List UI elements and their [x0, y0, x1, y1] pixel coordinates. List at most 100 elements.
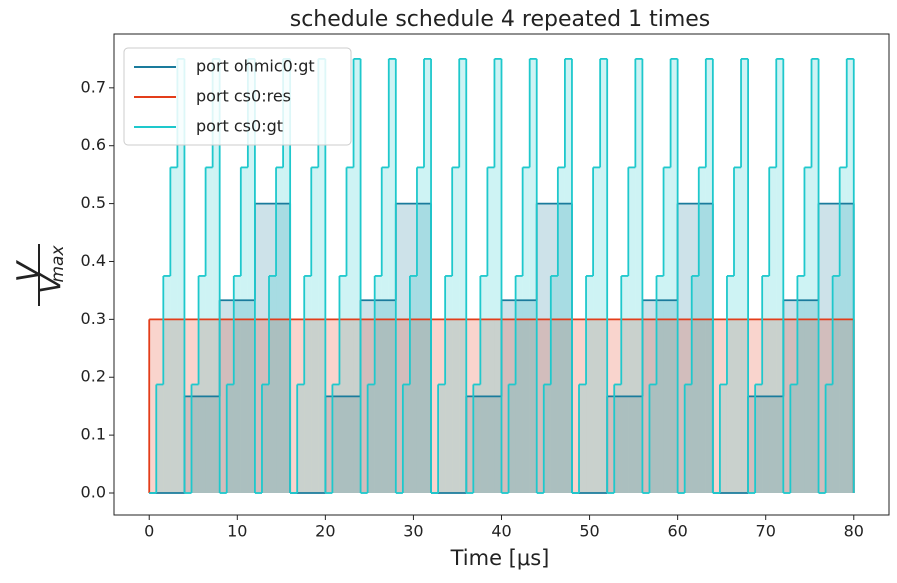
- area-segment: [381, 167, 389, 494]
- area-segment: [649, 384, 657, 494]
- y-tick-label: 0.7: [81, 77, 106, 96]
- area-segment: [261, 384, 269, 494]
- area-segment: [550, 275, 558, 494]
- area-segment: [586, 275, 594, 494]
- area-segment: [501, 300, 537, 494]
- area-segment: [536, 203, 572, 494]
- area-segment: [445, 275, 453, 494]
- y-tick-label: 0.6: [81, 135, 106, 154]
- series-fill: [156, 58, 854, 494]
- area-segment: [170, 167, 178, 494]
- area-segment: [579, 384, 587, 494]
- area-segment: [670, 58, 678, 494]
- y-label-subscript: max: [48, 245, 68, 283]
- y-tick-label: 0.1: [81, 425, 106, 444]
- area-segment: [691, 275, 699, 494]
- area-segment: [297, 384, 305, 494]
- area-segment: [846, 58, 854, 494]
- area-segment: [515, 275, 523, 494]
- legend-label: port cs0:res: [196, 87, 291, 106]
- area-segment: [304, 275, 312, 494]
- area-segment: [424, 58, 432, 494]
- area-segment: [494, 58, 502, 494]
- area-segment: [254, 203, 291, 494]
- area-segment: [276, 167, 284, 494]
- area-segment: [635, 58, 643, 494]
- area-segment: [804, 167, 812, 494]
- y-tick-label: 0.5: [81, 193, 106, 212]
- area-segment: [832, 275, 840, 494]
- x-tick-label: 60: [667, 522, 687, 541]
- area-segment: [184, 396, 220, 494]
- area-segment: [628, 167, 636, 494]
- area-segment: [325, 396, 361, 494]
- area-segment: [402, 384, 410, 494]
- area-segment: [353, 58, 361, 494]
- area-segment: [346, 167, 354, 494]
- area-segment: [607, 396, 643, 494]
- plot-area: [148, 57, 855, 494]
- y-axis-label: V V max: [12, 244, 68, 306]
- area-segment: [543, 384, 551, 494]
- legend: port ohmic0:gt port cs0:res port cs0:gt: [123, 47, 352, 146]
- legend-label: port ohmic0:gt: [196, 57, 315, 76]
- area-segment: [564, 58, 572, 494]
- area-segment: [191, 384, 199, 494]
- area-segment: [219, 300, 255, 494]
- area-segment: [177, 58, 185, 494]
- y-tick-label: 0.4: [81, 251, 106, 270]
- area-segment: [360, 300, 396, 494]
- x-tick-label: 0: [144, 522, 154, 541]
- legend-box: [123, 47, 352, 146]
- area-segment: [332, 384, 340, 494]
- y-label-denominator: V: [34, 273, 67, 294]
- area-segment: [825, 384, 833, 494]
- y-label-numerator: V: [12, 259, 47, 282]
- area-segment: [762, 275, 770, 494]
- series-fill: [184, 203, 854, 494]
- area-segment: [388, 58, 396, 494]
- area-segment: [741, 58, 749, 494]
- area-segment: [487, 167, 495, 494]
- area-segment: [156, 384, 164, 494]
- area-segment: [367, 384, 375, 494]
- chart-title: schedule schedule 4 repeated 1 times: [290, 7, 711, 32]
- area-segment: [318, 58, 326, 494]
- x-tick-label: 50: [579, 522, 599, 541]
- area-segment: [480, 275, 488, 494]
- y-tick-label: 0.0: [81, 483, 106, 502]
- area-segment: [212, 58, 220, 494]
- area-segment: [163, 275, 171, 494]
- area-segment: [797, 275, 805, 494]
- x-tick-label: 10: [227, 522, 247, 541]
- x-tick-label: 40: [491, 522, 511, 541]
- area-segment: [677, 203, 713, 494]
- area-segment: [656, 275, 664, 494]
- y-tick-label: 0.3: [81, 309, 106, 328]
- x-tick-label: 30: [403, 522, 423, 541]
- area-segment: [557, 167, 565, 494]
- area-segment: [663, 167, 671, 494]
- area-segment: [522, 167, 530, 494]
- area-segment: [811, 58, 819, 494]
- area-segment: [593, 167, 601, 494]
- area-segment: [818, 203, 854, 494]
- area-segment: [459, 58, 467, 494]
- y-tick-label: 0.2: [81, 367, 106, 386]
- area-segment: [748, 396, 784, 494]
- x-axis-label: Time [μs]: [450, 546, 550, 570]
- area-segment: [452, 167, 460, 494]
- area-segment: [642, 300, 678, 494]
- area-segment: [311, 167, 319, 494]
- x-tick-label: 70: [756, 522, 776, 541]
- legend-label: port cs0:gt: [196, 117, 283, 136]
- area-segment: [684, 384, 692, 494]
- area-segment: [719, 384, 727, 494]
- area-segment: [839, 167, 847, 494]
- area-segment: [529, 58, 537, 494]
- x-tick-label: 20: [315, 522, 335, 541]
- area-segment: [438, 384, 446, 494]
- area-segment: [339, 275, 347, 494]
